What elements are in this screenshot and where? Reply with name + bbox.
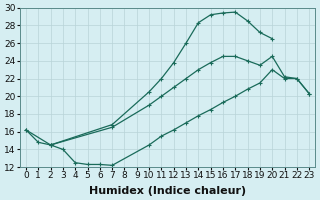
X-axis label: Humidex (Indice chaleur): Humidex (Indice chaleur) [89, 186, 246, 196]
